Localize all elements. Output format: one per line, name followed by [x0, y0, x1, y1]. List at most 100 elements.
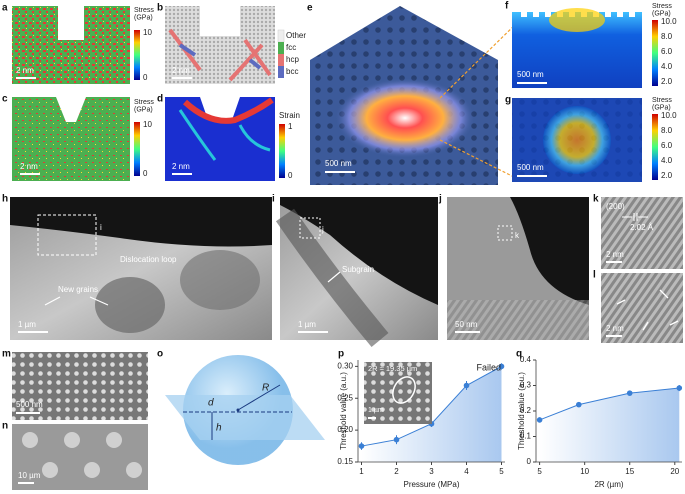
panel-letter: b	[157, 3, 163, 14]
dislocation-arrow	[616, 289, 679, 331]
dome	[22, 432, 38, 448]
y-axis-label: Threshold value (a.u.)	[339, 372, 348, 450]
zoom-box	[497, 225, 513, 241]
scale-bar-label: 2 nm	[606, 250, 624, 259]
x-tick-label: 1	[359, 467, 364, 476]
legend-swatch	[278, 54, 284, 66]
dome	[84, 462, 100, 478]
hrtem-image	[601, 197, 683, 269]
panel-letter: m	[2, 349, 11, 360]
spacing-marker	[622, 213, 648, 221]
center	[236, 408, 240, 412]
inset-title: 2R ≈ 19.35 µm	[368, 364, 417, 373]
inset-ring	[392, 376, 416, 404]
scale-bar-label: 500 nm	[325, 159, 352, 168]
pillar-overlay	[512, 98, 642, 182]
colorbar-tick: 6.0	[661, 141, 673, 150]
point	[536, 417, 543, 423]
y-tick-label: 0.20	[337, 425, 353, 434]
grain	[180, 250, 260, 310]
scale-bar-label: 2 nm	[172, 66, 190, 75]
scale-bar-label: 50 nm	[455, 320, 478, 329]
plane	[165, 395, 325, 440]
panel-letter: k	[593, 194, 599, 205]
panel-f: f Stress (GPa) 10.0 8.0 6.0 4.0 2.0 500 n…	[505, 1, 677, 88]
legend-label: hcp	[286, 55, 299, 64]
point	[576, 401, 582, 408]
scale-bar-label: 500 nm	[517, 70, 544, 79]
scale-bar-label: 1 µm	[368, 407, 384, 414]
y-tick-label: 0.4	[520, 355, 532, 364]
arrow	[327, 271, 341, 283]
grain	[95, 277, 165, 333]
x-tick-label: 5	[499, 467, 504, 476]
notch	[58, 6, 84, 40]
strain-band	[182, 97, 274, 124]
panel-e: e 500 nm	[307, 3, 521, 185]
arrow	[44, 296, 109, 306]
colorbar-title: Strain	[279, 111, 300, 120]
scale-bar-label: 2 nm	[16, 66, 34, 75]
point	[676, 385, 683, 391]
x-tick-label: 4	[464, 467, 469, 476]
legend-label: Other	[286, 31, 306, 40]
panel-o: o R d h	[157, 349, 325, 465]
colorbar-tick: 2.0	[661, 77, 673, 86]
colorbar-tick: 4.0	[661, 62, 673, 71]
colorbar	[134, 122, 140, 176]
colorbar-title: Stress (GPa)	[652, 3, 672, 18]
colorbar-tick: 0	[143, 73, 148, 82]
notch	[200, 6, 240, 36]
panel-k: k (200) 2.02 Å 2 nm	[593, 194, 683, 269]
colorbar	[279, 124, 285, 178]
colorbar	[652, 20, 658, 86]
panel-letter: e	[307, 3, 313, 14]
notch	[200, 97, 240, 120]
panel-d: d Strain 1 0 2 nm	[157, 94, 300, 181]
annotation: (200)	[606, 202, 625, 211]
scale-bar-label: 2 nm	[20, 162, 38, 171]
panel-letter: d	[157, 94, 163, 105]
panel-letter: l	[593, 270, 596, 281]
scale-bar-label: 10 µm	[18, 471, 41, 480]
box-label: i	[100, 223, 102, 232]
point	[498, 363, 505, 370]
dome	[64, 432, 80, 448]
panel-letter: h	[2, 194, 8, 205]
annotation: Subgrain	[342, 265, 374, 274]
panel-i: i j Subgrain 1 µm	[272, 194, 438, 348]
colorbar-tick: 0	[143, 169, 148, 178]
legend-swatch	[278, 42, 284, 54]
panel-letter: p	[338, 349, 344, 360]
panel-g: g Stress (GPa) 10.0 8.0 6.0 4.0 2.0 500 n…	[505, 95, 677, 182]
scale-bar-label: 2 nm	[606, 324, 624, 333]
y-tick-label: 0.1	[520, 432, 532, 441]
colorbar-tick: 8.0	[661, 32, 673, 41]
colorbar-tick: 8.0	[661, 126, 673, 135]
colorbar-tick: 10	[143, 120, 152, 129]
colorbar-title: Stress (GPa)	[134, 7, 154, 22]
background	[10, 197, 272, 247]
panel-letter: i	[272, 194, 275, 205]
legend-label: fcc	[286, 43, 296, 52]
label: h	[216, 423, 222, 434]
colorbar-tick: 2.0	[661, 171, 673, 180]
y-axis-label: Threshold value (a.u.)	[517, 372, 526, 450]
dome	[126, 462, 142, 478]
colorbar-title: Stress (GPa)	[652, 97, 672, 112]
zoom-line	[439, 19, 521, 181]
panel-h: h i Dislocation loop New grains 1 µm	[2, 194, 272, 340]
label: R	[262, 383, 269, 394]
panel-letter: a	[2, 3, 8, 14]
legend-swatch	[277, 29, 285, 43]
panel-a: a Stress (GPa) 10 0 2 nm	[2, 3, 154, 84]
x-axis-label: 2R (µm)	[594, 480, 623, 489]
lattice	[447, 300, 589, 340]
colorbar	[652, 114, 658, 180]
panel-letter: f	[505, 1, 509, 12]
scale-bar-label: 500 nm	[16, 400, 43, 409]
colorbar	[134, 30, 140, 80]
y-tick-label: 0.2	[520, 406, 532, 415]
y-tick-label: 0.3	[520, 381, 532, 390]
y-tick-label: 0	[527, 457, 532, 466]
